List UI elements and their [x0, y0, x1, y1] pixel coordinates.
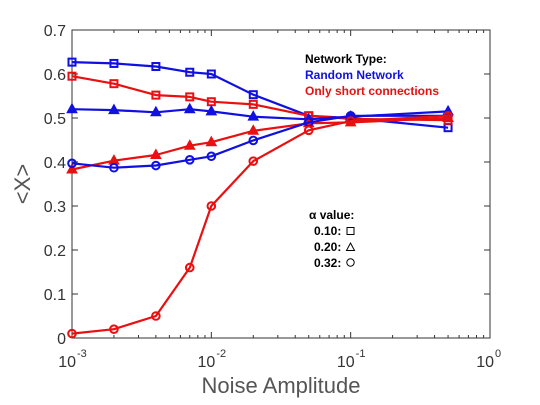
data-point-circle [109, 324, 119, 335]
legend-entry-short: Only short connections [305, 84, 439, 98]
alpha-entry-010: 0.10: [314, 224, 341, 238]
data-point-square [151, 90, 161, 100]
data-point-triangle [183, 102, 196, 114]
data-point-circle [184, 155, 195, 165]
x-tick-label-base: 10 [198, 354, 216, 371]
data-point-circle [443, 111, 453, 121]
data-point-square [109, 79, 119, 89]
data-point-circle [184, 262, 195, 273]
y-tick-label: 0.6 [44, 67, 66, 84]
plot-frame [71, 29, 491, 339]
data-point-circle [303, 125, 314, 136]
x-tick-label: 10 -2 [198, 348, 227, 371]
data-point-triangle [66, 162, 78, 174]
axis-ticks: 00.10.20.30.40.50.60.710 -3 10 -2 10 -1 10 0 [44, 23, 501, 371]
triangle-marker-icon [345, 241, 356, 251]
data-point-circle [206, 201, 217, 211]
alpha-entry-032: 0.32: [314, 256, 341, 270]
x-tick-label: 10 0 [476, 348, 501, 371]
data-point-circle [67, 158, 77, 169]
data-point-circle [67, 328, 77, 339]
data-point-triangle [247, 124, 260, 135]
data-point-square [206, 69, 216, 79]
y-tick-label: 0.1 [44, 287, 66, 304]
data-point-square [185, 92, 195, 102]
network-legend: Network Type: Random Network Only short … [305, 52, 439, 98]
x-tick-label: 10 -3 [58, 348, 87, 371]
legend-entry-random: Random Network [305, 68, 404, 82]
x-tick-label-base: 10 [58, 354, 76, 371]
alpha-legend: α value: 0.10: 0.20: 0.32: [309, 208, 356, 270]
y-tick-label: 0 [57, 331, 66, 348]
alpha-entry-020: 0.20: [314, 240, 341, 254]
x-tick-label-exponent: 0 [495, 348, 501, 360]
data-point-circle [109, 162, 119, 173]
data-point-circle [151, 160, 161, 171]
alpha-legend-title: α value: [309, 208, 354, 222]
data-point-circle [345, 116, 356, 126]
series-line [71, 114, 449, 335]
y-axis-title: <X> [10, 164, 35, 204]
x-tick-label-base: 10 [476, 354, 494, 371]
data-point-square [248, 99, 258, 109]
y-tick-label: 0.5 [44, 111, 66, 128]
x-axis-title: Noise Amplitude [202, 373, 361, 398]
x-tick-label-exponent: -3 [77, 348, 87, 360]
y-tick-label: 0.3 [44, 199, 66, 216]
data-point-square [67, 57, 77, 67]
data-point-triangle [205, 135, 218, 147]
x-tick-label-exponent: -1 [356, 348, 366, 360]
data-point-triangle [183, 139, 196, 150]
data-point-triangle [66, 102, 78, 114]
data-point-square [151, 62, 161, 72]
circle-marker-icon [346, 258, 355, 267]
data-point-square [67, 71, 77, 81]
x-tick-label: 10 -1 [337, 348, 366, 371]
y-tick-label: 0.7 [44, 23, 66, 40]
square-marker-icon [346, 227, 355, 235]
data-point-triangle [205, 104, 218, 116]
data-point-triangle [150, 105, 162, 117]
data-point-triangle [150, 148, 162, 159]
data-point-circle [345, 111, 356, 121]
data-point-circle [151, 311, 161, 321]
data-point-square [109, 58, 119, 68]
y-tick-label: 0.4 [44, 155, 66, 172]
x-tick-label-base: 10 [337, 354, 355, 371]
data-point-square [185, 67, 195, 77]
data-point-circle [206, 151, 217, 162]
series-layer [66, 57, 454, 339]
series-short-alpha-0.32 [67, 111, 453, 339]
data-point-triangle [108, 103, 120, 115]
y-tick-label: 0.2 [44, 243, 66, 260]
data-point-circle [248, 135, 259, 146]
data-point-triangle [247, 110, 260, 121]
data-point-square [248, 90, 258, 100]
series-line [71, 114, 449, 169]
series-line [71, 116, 449, 171]
x-tick-label-exponent: -2 [216, 348, 226, 360]
network-legend-title: Network Type: [305, 52, 387, 66]
data-point-circle [248, 156, 259, 166]
